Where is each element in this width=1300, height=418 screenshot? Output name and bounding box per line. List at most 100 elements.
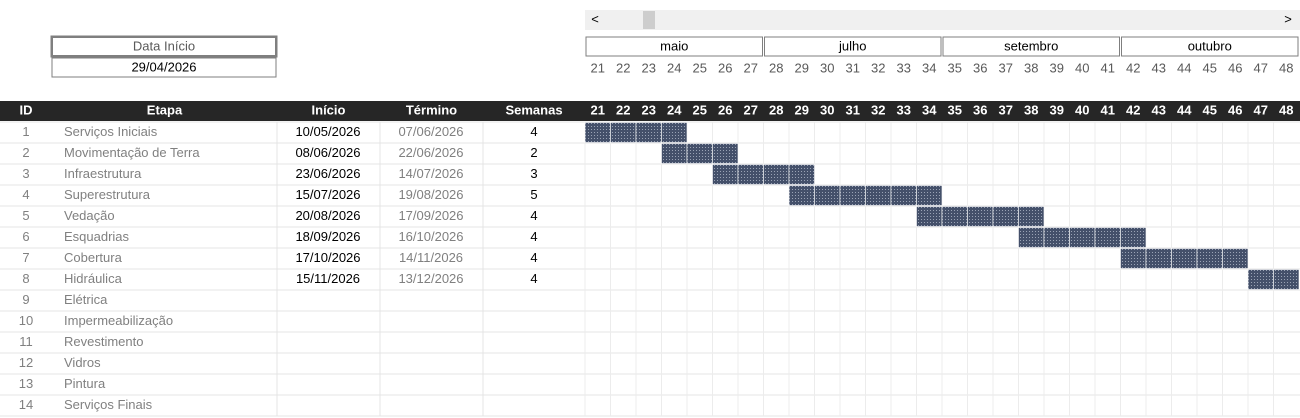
week-number: 36 bbox=[973, 60, 987, 75]
table-cell: 17/09/2026 bbox=[398, 208, 463, 223]
week-header: 29 bbox=[795, 102, 809, 117]
month-label: setembro bbox=[1004, 38, 1058, 53]
scroll-thumb[interactable] bbox=[643, 11, 655, 29]
gantt-cell bbox=[1069, 227, 1096, 248]
week-number: 39 bbox=[1050, 60, 1064, 75]
table-cell: Cobertura bbox=[64, 250, 123, 265]
week-header: 35 bbox=[948, 102, 962, 117]
table-cell: 20/08/2026 bbox=[295, 208, 360, 223]
table-cell: 08/06/2026 bbox=[295, 145, 360, 160]
week-header: 44 bbox=[1177, 102, 1192, 117]
week-number: 47 bbox=[1254, 60, 1268, 75]
week-number: 26 bbox=[718, 60, 732, 75]
table-cell: 4 bbox=[530, 124, 537, 139]
month-box bbox=[942, 36, 1120, 57]
gantt-cell bbox=[737, 164, 764, 185]
gantt-cell bbox=[1094, 227, 1121, 248]
gantt-cell bbox=[890, 185, 917, 206]
gantt-cell bbox=[788, 185, 815, 206]
table-cell: 4 bbox=[22, 187, 29, 202]
table-cell: 22/06/2026 bbox=[398, 145, 463, 160]
scroll-left[interactable]: < bbox=[591, 11, 599, 26]
gantt-cell bbox=[1171, 248, 1198, 269]
table-cell: Hidráulica bbox=[64, 271, 123, 286]
table-cell: 14 bbox=[19, 397, 33, 412]
week-number: 37 bbox=[999, 60, 1013, 75]
gantt-cell bbox=[712, 164, 739, 185]
week-number: 29 bbox=[795, 60, 809, 75]
week-number: 41 bbox=[1101, 60, 1115, 75]
gantt-cell bbox=[916, 206, 943, 227]
table-cell: 4 bbox=[530, 250, 537, 265]
date-value[interactable]: 29/04/2026 bbox=[131, 59, 196, 74]
week-header: 25 bbox=[693, 102, 707, 117]
week-header: 43 bbox=[1152, 102, 1166, 117]
week-header: 39 bbox=[1050, 102, 1064, 117]
week-number: 44 bbox=[1177, 60, 1191, 75]
table-cell: 5 bbox=[530, 187, 537, 202]
table-cell: Superestrutura bbox=[64, 187, 151, 202]
gantt-cell bbox=[941, 206, 968, 227]
gantt-cell bbox=[839, 185, 866, 206]
scrollbar[interactable] bbox=[585, 10, 1300, 30]
week-number: 42 bbox=[1126, 60, 1140, 75]
gantt-cell bbox=[610, 122, 637, 143]
week-header: 27 bbox=[744, 102, 758, 117]
table-cell: 07/06/2026 bbox=[398, 124, 463, 139]
week-number: 40 bbox=[1075, 60, 1089, 75]
table-cell: Elétrica bbox=[64, 292, 108, 307]
table-cell: 14/11/2026 bbox=[399, 250, 463, 265]
table-cell: 18/09/2026 bbox=[295, 229, 360, 244]
week-number: 46 bbox=[1228, 60, 1242, 75]
week-number: 22 bbox=[616, 60, 630, 75]
gantt-cell bbox=[916, 185, 943, 206]
table-cell: 11 bbox=[19, 334, 33, 349]
table-cell: Movimentação de Terra bbox=[64, 145, 200, 160]
week-number: 23 bbox=[642, 60, 656, 75]
week-number: 25 bbox=[693, 60, 707, 75]
week-header: 36 bbox=[973, 102, 987, 117]
table-cell: 23/06/2026 bbox=[295, 166, 360, 181]
table-cell: 13 bbox=[19, 376, 33, 391]
week-number: 30 bbox=[820, 60, 834, 75]
table-cell: 10 bbox=[19, 313, 33, 328]
scroll-right[interactable]: > bbox=[1284, 11, 1292, 26]
week-header: 47 bbox=[1254, 102, 1268, 117]
week-number: 32 bbox=[871, 60, 885, 75]
gantt-cell bbox=[661, 143, 688, 164]
column-header: Término bbox=[406, 102, 457, 117]
table-cell: Vedação bbox=[64, 208, 115, 223]
week-header: 46 bbox=[1228, 102, 1242, 117]
gantt-cell bbox=[1145, 248, 1172, 269]
table-cell: Pintura bbox=[64, 376, 106, 391]
week-number: 43 bbox=[1152, 60, 1166, 75]
table-cell: Vidros bbox=[64, 355, 101, 370]
gantt-cell bbox=[1120, 248, 1147, 269]
week-header: 30 bbox=[820, 102, 834, 117]
gantt-cell bbox=[967, 206, 994, 227]
week-number: 27 bbox=[744, 60, 758, 75]
week-header: 23 bbox=[642, 102, 656, 117]
table-cell: 14/07/2026 bbox=[398, 166, 463, 181]
gantt-cell bbox=[788, 164, 815, 185]
month-label: maio bbox=[660, 38, 688, 53]
week-number: 33 bbox=[897, 60, 911, 75]
table-cell: 13/12/2026 bbox=[398, 271, 463, 286]
month-label: julho bbox=[838, 38, 866, 53]
column-header: Semanas bbox=[505, 102, 562, 117]
week-header: 28 bbox=[769, 102, 783, 117]
table-cell: 3 bbox=[530, 166, 537, 181]
month-box bbox=[585, 36, 763, 57]
table-cell: 16/10/2026 bbox=[398, 229, 463, 244]
header-row bbox=[0, 101, 1300, 121]
week-header: 31 bbox=[846, 102, 860, 117]
gantt-cell bbox=[712, 143, 739, 164]
gantt-cell bbox=[1196, 248, 1223, 269]
week-number: 28 bbox=[769, 60, 783, 75]
month-box bbox=[1121, 36, 1299, 57]
gantt-cell bbox=[661, 122, 688, 143]
gantt-cell bbox=[1043, 227, 1070, 248]
week-header: 34 bbox=[922, 102, 937, 117]
date-value-box[interactable] bbox=[51, 57, 277, 78]
gantt-cell bbox=[1222, 248, 1249, 269]
